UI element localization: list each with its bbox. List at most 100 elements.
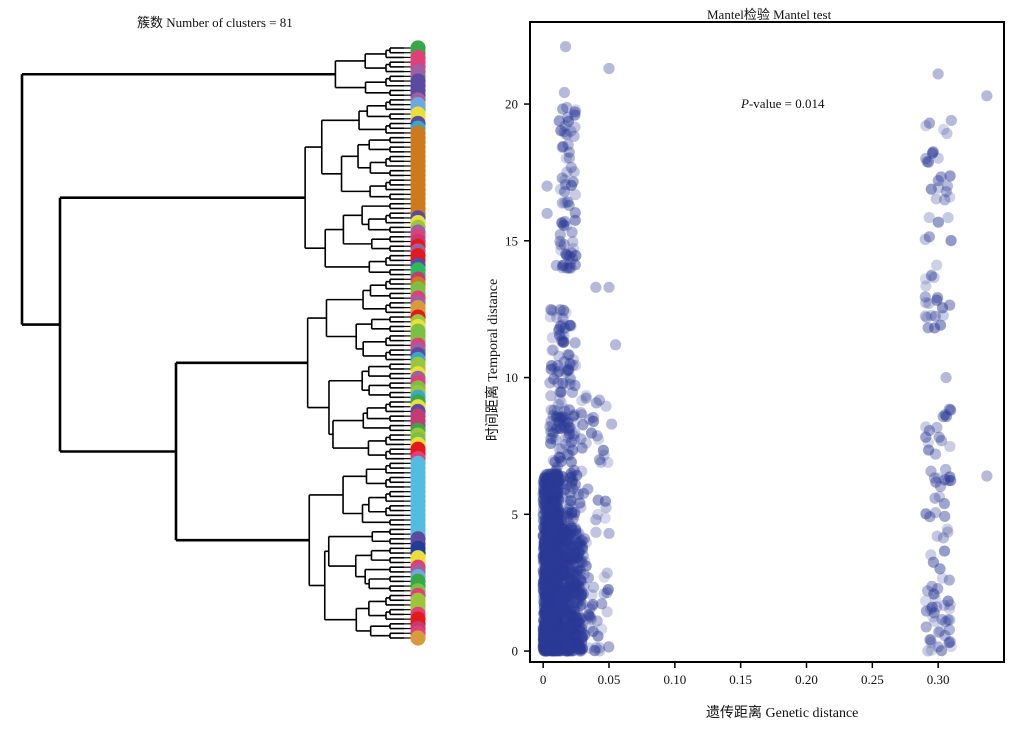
- scatter-point: [981, 470, 993, 482]
- scatter-point: [930, 193, 942, 205]
- dendrogram-title: 簇数 Number of clusters = 81: [137, 15, 293, 30]
- scatter-point: [552, 583, 565, 595]
- scatter-point: [926, 601, 938, 613]
- scatter-point: [558, 593, 570, 605]
- scatter-point: [556, 328, 568, 341]
- scatter-point: [920, 621, 932, 633]
- scatter-point: [593, 433, 605, 445]
- scatter-point: [560, 248, 572, 260]
- scatter-point: [576, 409, 588, 421]
- scatter-point: [576, 540, 588, 553]
- scatter-point: [567, 236, 579, 248]
- scatter-point: [567, 512, 579, 525]
- scatter-point: [929, 615, 941, 628]
- scatter-point: [580, 389, 592, 402]
- scatter-point: [551, 507, 563, 519]
- scatter-point: [944, 440, 956, 453]
- scatter-point: [928, 588, 940, 600]
- leaf-color-marker: [410, 630, 426, 646]
- scatter-point: [557, 604, 569, 617]
- scatter-point: [573, 547, 585, 559]
- scatter-point: [552, 544, 564, 556]
- scatter-point: [558, 126, 570, 138]
- scatter-point: [538, 500, 551, 512]
- scatter-point: [561, 249, 573, 261]
- scatter-point: [582, 483, 594, 495]
- scatter-point: [566, 539, 578, 551]
- scatter-point: [545, 565, 557, 578]
- scatter-point: [925, 549, 937, 561]
- scatter-point: [550, 259, 562, 272]
- scatter-point: [928, 607, 940, 619]
- scatter-point: [553, 548, 565, 560]
- scatter-point: [552, 360, 564, 372]
- scatter-point: [557, 583, 570, 595]
- x-tick-label: 0: [540, 672, 547, 687]
- scatter-point: [544, 420, 556, 433]
- scatter-point: [556, 336, 568, 348]
- mantel-scatter-panel: Mantel检验 Mantel test 0 0.05 0.10 0.15 0.20 0.…: [470, 0, 1026, 727]
- scatter-point: [563, 199, 575, 212]
- scatter-point: [554, 419, 566, 431]
- scatter-point: [564, 261, 576, 273]
- scatter-point: [559, 186, 571, 198]
- scatter-point: [553, 350, 565, 362]
- scatter-point: [553, 578, 565, 591]
- scatter-point: [555, 628, 568, 640]
- scatter-point: [559, 582, 571, 594]
- scatter-point: [564, 374, 577, 386]
- scatter-point: [553, 451, 565, 463]
- scatter-point: [556, 607, 568, 619]
- scatter-point: [927, 556, 939, 568]
- scatter-point: [920, 120, 932, 132]
- scatter-point: [553, 539, 565, 551]
- scatter-point: [597, 444, 610, 456]
- scatter-point: [924, 634, 936, 646]
- scatter-point: [944, 170, 956, 182]
- scatter-point: [540, 605, 552, 618]
- scatter-point: [603, 281, 615, 293]
- scatter-point: [556, 569, 569, 581]
- scatter-point: [545, 363, 557, 375]
- scatter-point: [944, 191, 956, 203]
- scatter-point: [546, 627, 558, 640]
- scatter-point: [544, 600, 556, 612]
- chart-title: Mantel检验 Mantel test: [707, 7, 832, 22]
- scatter-point: [545, 518, 557, 530]
- scatter-point: [550, 464, 562, 477]
- scatter-point: [583, 622, 596, 634]
- scatter-point: [553, 529, 565, 542]
- scatter-point: [925, 183, 937, 195]
- scatter-point: [565, 262, 577, 274]
- scatter-point: [920, 280, 932, 292]
- plot-frame: [529, 21, 1005, 663]
- scatter-point: [600, 502, 612, 514]
- scatter-point: [551, 573, 563, 585]
- scatter-point: [937, 411, 949, 423]
- scatter-point: [926, 269, 938, 281]
- scatter-point: [576, 618, 588, 630]
- scatter-point: [551, 572, 563, 584]
- scatter-point: [557, 259, 570, 271]
- scatter-point: [558, 336, 570, 348]
- scatter-point: [938, 498, 950, 510]
- x-tick-label: 0.25: [861, 672, 884, 687]
- scatter-point: [546, 571, 558, 583]
- scatter-point: [540, 505, 553, 517]
- scatter-point: [941, 127, 953, 140]
- scatter-point: [552, 549, 565, 561]
- scatter-point: [574, 595, 587, 607]
- p-value-text: -value = 0.014: [748, 96, 825, 111]
- scatter-point: [561, 606, 574, 619]
- scatter-point: [942, 212, 954, 224]
- scatter-point: [590, 642, 602, 654]
- scatter-point: [577, 487, 590, 500]
- scatter-point: [545, 502, 557, 514]
- scatter-point: [551, 582, 563, 594]
- scatter-point: [553, 594, 565, 607]
- scatter-point: [578, 580, 590, 593]
- scatter-point: [558, 569, 570, 581]
- dendrogram: [20, 40, 426, 646]
- scatter-point: [928, 271, 940, 284]
- scatter-point: [556, 555, 568, 568]
